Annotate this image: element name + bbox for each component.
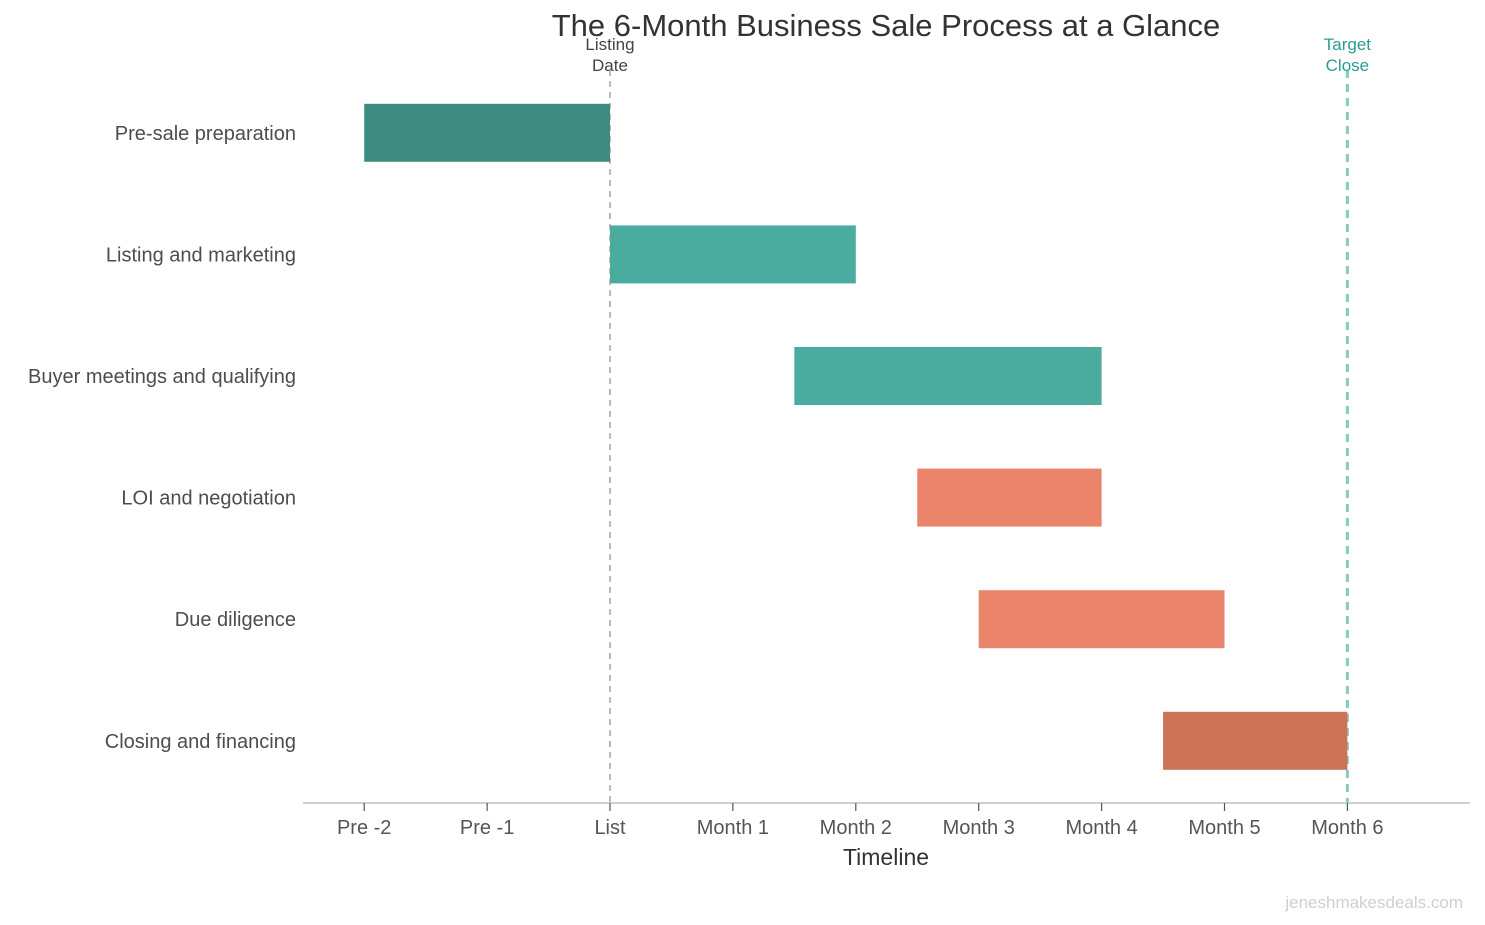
marker-label-line: Target	[1324, 35, 1372, 54]
chart-title: The 6-Month Business Sale Process at a G…	[552, 8, 1221, 43]
x-axis-ticks: Pre -2 Pre -1 List Month 1 Month 2 Month 3 Mon…	[337, 803, 1384, 839]
marker-label-2: Target Close	[1324, 35, 1372, 75]
task-label-3: Buyer meetings and qualifying	[28, 366, 296, 388]
task-label-4: LOI and negotiation	[121, 488, 296, 510]
x-tick-label-7: Month 4	[1065, 817, 1137, 839]
x-axis-label: Timeline	[843, 844, 929, 870]
x-tick-label-1: Pre -2	[337, 817, 391, 839]
task-bar-2	[610, 225, 856, 284]
task-label-1: Pre-sale preparation	[115, 123, 296, 145]
marker-label-line: Date	[592, 56, 628, 75]
x-tick-label-2: Pre -1	[460, 817, 514, 839]
marker-label-line: Close	[1326, 56, 1369, 75]
watermark-text: jeneshmakesdeals.com	[1284, 893, 1463, 912]
task-bar-6	[1163, 711, 1348, 770]
marker-lines: Listing Date Target Close	[585, 35, 1371, 803]
x-tick-label-4: Month 1	[697, 817, 769, 839]
task-label-5: Due diligence	[175, 609, 296, 631]
task-bar-4	[917, 468, 1102, 527]
task-label-6: Closing and financing	[105, 731, 296, 753]
x-tick-label-5: Month 2	[820, 817, 892, 839]
task-label-2: Listing and marketing	[106, 244, 296, 266]
marker-label-1: Listing Date	[585, 35, 634, 75]
x-tick-label-6: Month 3	[943, 817, 1015, 839]
task-bar-3	[794, 347, 1102, 405]
task-bar-5	[978, 590, 1225, 649]
category-labels: Pre-sale preparation Listing and marketin…	[28, 123, 296, 753]
x-tick-label-3: List	[594, 817, 626, 839]
task-bars	[364, 103, 1348, 770]
marker-label-line: Listing	[585, 35, 634, 54]
task-bar-1	[364, 103, 610, 162]
x-tick-label-9: Month 6	[1311, 817, 1383, 839]
x-tick-label-8: Month 5	[1188, 817, 1260, 839]
